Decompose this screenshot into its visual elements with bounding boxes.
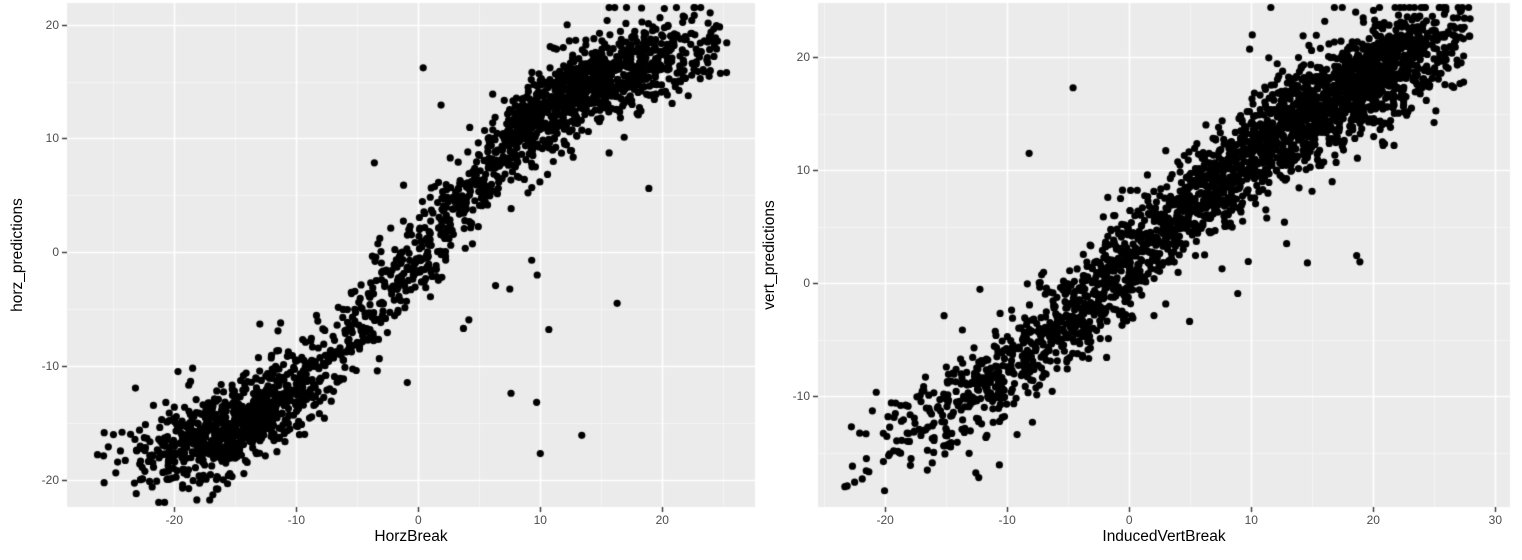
right-y-tick-label: 0	[803, 276, 810, 291]
right-y-tick-label: 10	[796, 163, 810, 178]
left-x-tick-label: -10	[287, 513, 305, 527]
right-x-tick-label: -10	[998, 513, 1016, 527]
right-x-axis-title: InducedVertBreak	[1102, 528, 1226, 545]
left-y-tick-label: -10	[41, 358, 59, 373]
right-x-tick-label: 20	[1366, 513, 1380, 527]
left-x-tick-label: 20	[655, 513, 669, 527]
left-x-tick-label: -20	[165, 513, 184, 527]
right-x-tick-label: 30	[1488, 513, 1503, 527]
left-y-tick-label: -20	[41, 472, 59, 487]
right-x-tick-label: -20	[876, 513, 894, 527]
left-y-axis-title: horz_predictions	[9, 198, 26, 312]
right-y-tick-label: -10	[792, 389, 810, 404]
left-x-tick-label: 10	[533, 513, 547, 527]
left-x-tick-label: 0	[414, 513, 422, 527]
left-y-tick-label: 0	[52, 245, 59, 260]
right-y-axis-title: vert_predictions	[761, 200, 778, 310]
right-y-tick-label: 20	[796, 50, 810, 65]
left-y-tick-label: 20	[45, 17, 59, 32]
left-y-tick-label: 10	[45, 131, 59, 146]
right-x-tick-label: 0	[1125, 513, 1133, 527]
left-x-axis-title: HorzBreak	[374, 528, 448, 545]
right-x-tick-label: 10	[1244, 513, 1258, 527]
